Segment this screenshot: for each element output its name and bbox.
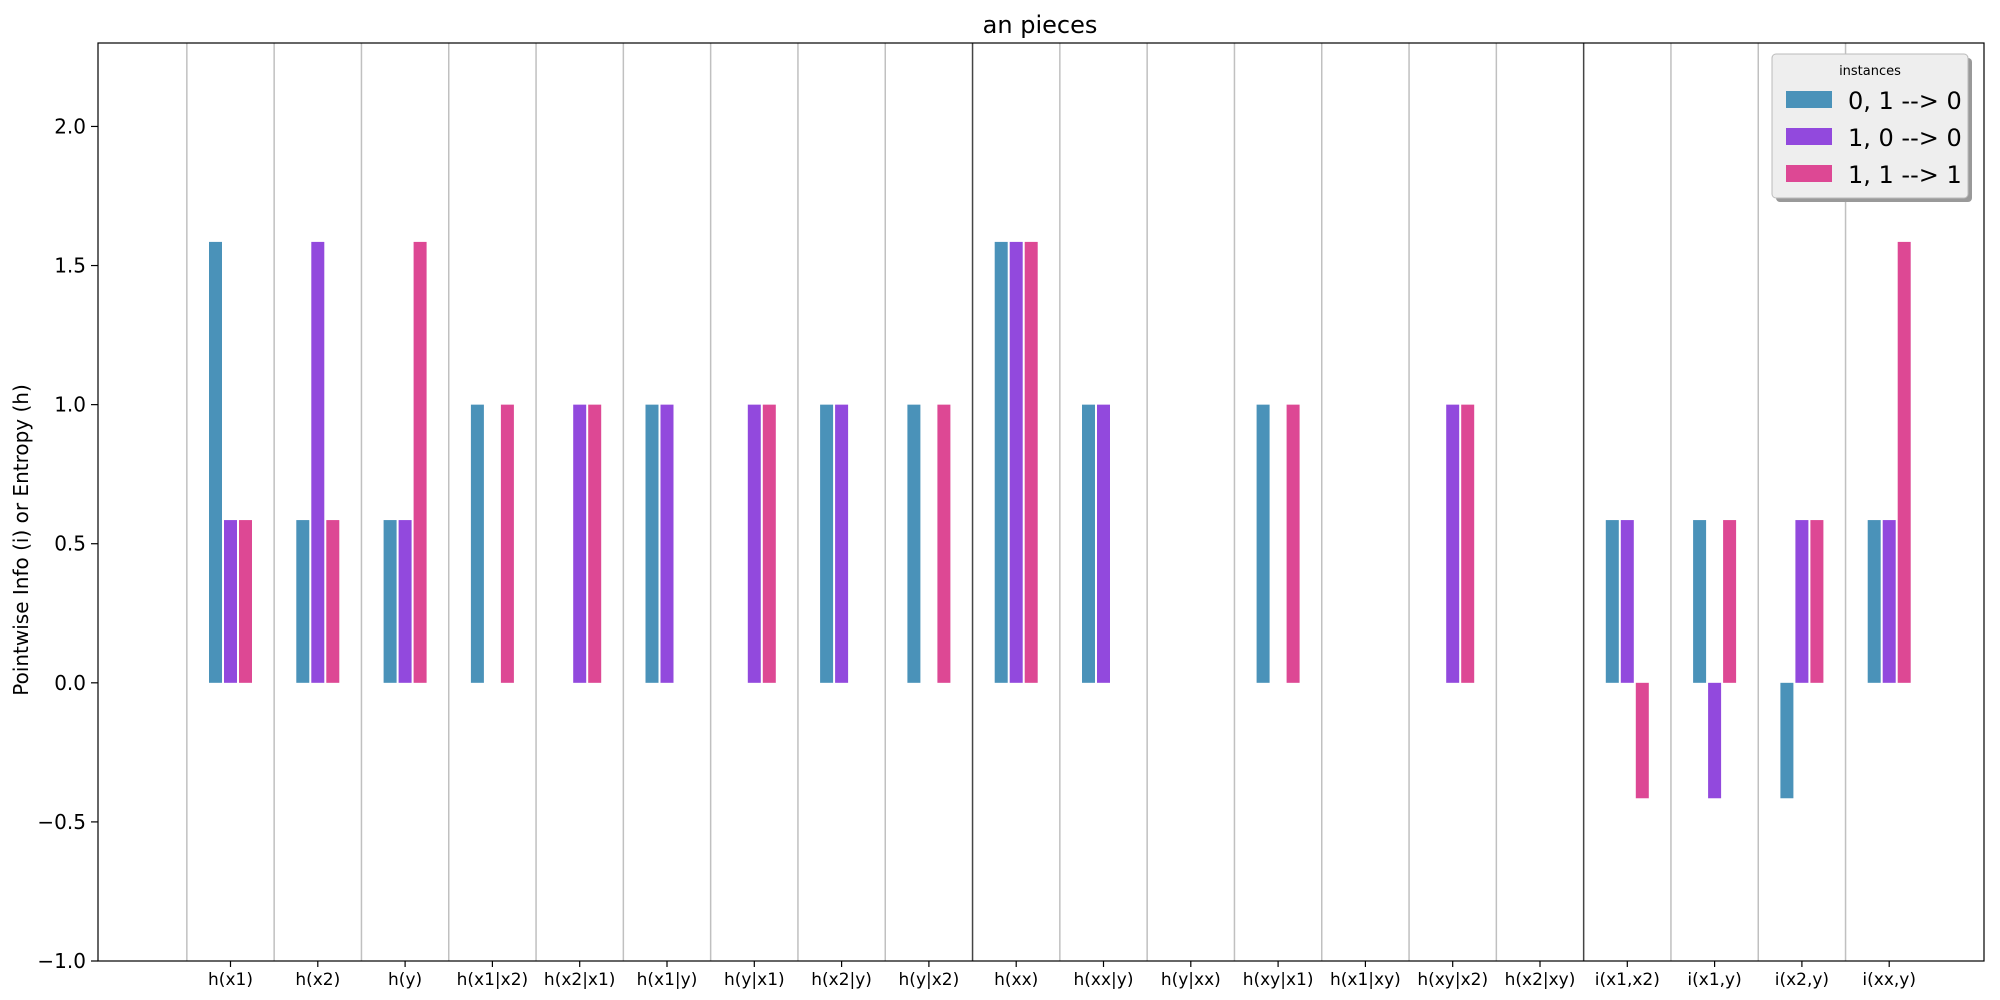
bar-h(x1|x2)-series-2: [500, 404, 514, 683]
bar-h(x1|y)-series-1: [660, 404, 674, 683]
x-tick-label: i(x2,y): [1775, 970, 1829, 990]
legend[interactable]: instances 0, 1 --> 0 1, 0 --> 0 1, 1 --> 1: [1771, 53, 1972, 202]
y-tick-label: 1.5: [54, 254, 86, 278]
y-tick-label: 1.0: [54, 393, 86, 417]
bar-h(x1)-series-2: [239, 520, 252, 683]
bar-h(xx|y)-series-0: [1082, 404, 1095, 683]
y-axis: −1.0 −0.5 0.0 0.5 1.0 1.5 2.0: [37, 114, 98, 973]
bar-i(x1,y)-series-0: [1693, 520, 1707, 683]
x-tick-label: i(x1,y): [1687, 970, 1741, 990]
legend-label: 1, 0 --> 0: [1848, 124, 1962, 152]
bar-h(x1)-series-1: [224, 520, 237, 683]
bar-h(x2)-series-0: [296, 520, 310, 683]
bar-i(x1,x2)-series-0: [1605, 520, 1619, 683]
chart-title: an pieces: [983, 11, 1098, 39]
x-tick-label: h(xy|x2): [1417, 970, 1488, 990]
x-tick-label: h(y): [388, 970, 422, 990]
legend-label: 1, 1 --> 1: [1848, 161, 1962, 189]
x-tick-label: h(y|x1): [724, 970, 785, 990]
bar-h(x2|y)-series-0: [820, 404, 834, 683]
bar-i(xx,y)-series-1: [1882, 520, 1896, 683]
bar-h(xx)-series-1: [1009, 241, 1023, 683]
x-tick-label: i(xx,y): [1862, 970, 1916, 990]
y-tick-label: −1.0: [37, 949, 86, 973]
bar-h(y)-series-0: [383, 520, 397, 683]
bar-h(x2)-series-2: [326, 520, 340, 683]
bar-h(x2|x1)-series-2: [588, 404, 602, 683]
bar-i(x1,x2)-series-1: [1620, 520, 1634, 683]
x-tick-label: h(x1): [208, 970, 253, 990]
x-axis: h(x1) h(x2) h(y) h(x1|x2) h(x2|x1) h(x1|y) h(y…: [208, 961, 1916, 990]
y-tick-label: 0.5: [54, 532, 86, 556]
x-tick-label: h(xy|x1): [1243, 970, 1314, 990]
bar-i(x2,y)-series-1: [1795, 520, 1809, 683]
x-tick-label: h(x2|xy): [1505, 970, 1576, 990]
bar-h(y)-series-1: [398, 520, 412, 683]
legend-title: instances: [1839, 64, 1901, 79]
bars-layer: [209, 241, 1911, 799]
legend-swatch: [1786, 165, 1832, 182]
x-tick-label: h(x1|x2): [457, 970, 529, 990]
bar-h(xy|x2)-series-1: [1446, 404, 1460, 683]
bar-h(xx)-series-0: [994, 241, 1008, 683]
bar-h(y|x1)-series-1: [747, 404, 761, 683]
bar-i(xx,y)-series-0: [1867, 520, 1881, 683]
legend-items: 0, 1 --> 0 1, 0 --> 0 1, 1 --> 1: [1786, 87, 1962, 189]
x-tick-label: i(x1,x2): [1595, 970, 1660, 990]
bar-i(x2,y)-series-2: [1810, 520, 1824, 683]
x-tick-label: h(x2|x1): [544, 970, 616, 990]
bar-h(xy|x1)-series-0: [1256, 404, 1270, 683]
x-tick-label: h(x1|y): [637, 970, 698, 990]
bar-i(x2,y)-series-0: [1780, 682, 1794, 799]
y-tick-label: −0.5: [37, 810, 86, 834]
bar-i(x1,y)-series-2: [1723, 520, 1737, 683]
bar-h(xx)-series-2: [1024, 241, 1038, 683]
bar-i(x1,y)-series-1: [1708, 682, 1722, 799]
bar-i(x1,x2)-series-2: [1635, 682, 1649, 799]
y-tick-label: 0.0: [54, 671, 86, 695]
x-tick-label: h(xx|y): [1074, 970, 1134, 990]
bar-h(xy|x2)-series-2: [1461, 404, 1475, 683]
bar-h(y)-series-2: [413, 241, 427, 683]
bar-h(xy|x1)-series-2: [1286, 404, 1300, 683]
bar-h(xx|y)-series-1: [1097, 404, 1110, 683]
legend-box: [1771, 53, 1969, 199]
bar-h(x2)-series-1: [311, 241, 325, 683]
bar-h(y|x2)-series-2: [937, 404, 951, 683]
bar-h(x2|x1)-series-1: [573, 404, 587, 683]
grid-layer: [186, 43, 1847, 961]
bar-h(y|x1)-series-2: [762, 404, 776, 683]
x-tick-label: h(x2): [295, 970, 340, 990]
x-tick-label: h(y|x2): [899, 970, 960, 990]
bar-h(x1)-series-0: [209, 241, 222, 683]
legend-label: 0, 1 --> 0: [1848, 87, 1962, 115]
y-tick-label: 2.0: [54, 114, 86, 138]
x-tick-label: h(y|xx): [1161, 970, 1221, 990]
bar-h(y|x2)-series-0: [907, 404, 921, 683]
legend-swatch: [1786, 91, 1832, 108]
x-tick-label: h(x1|xy): [1330, 970, 1401, 990]
plot-frame: [97, 42, 1985, 962]
y-axis-label: Pointwise Info (i) or Entropy (h): [9, 384, 33, 696]
bar-h(x2|y)-series-1: [835, 404, 849, 683]
bar-h(x1|x2)-series-0: [470, 404, 484, 683]
bar-i(xx,y)-series-2: [1897, 241, 1911, 683]
bar-h(x1|y)-series-0: [645, 404, 659, 683]
x-tick-label: h(x2|y): [811, 970, 872, 990]
x-tick-label: h(xx): [994, 970, 1038, 990]
legend-swatch: [1786, 128, 1832, 145]
